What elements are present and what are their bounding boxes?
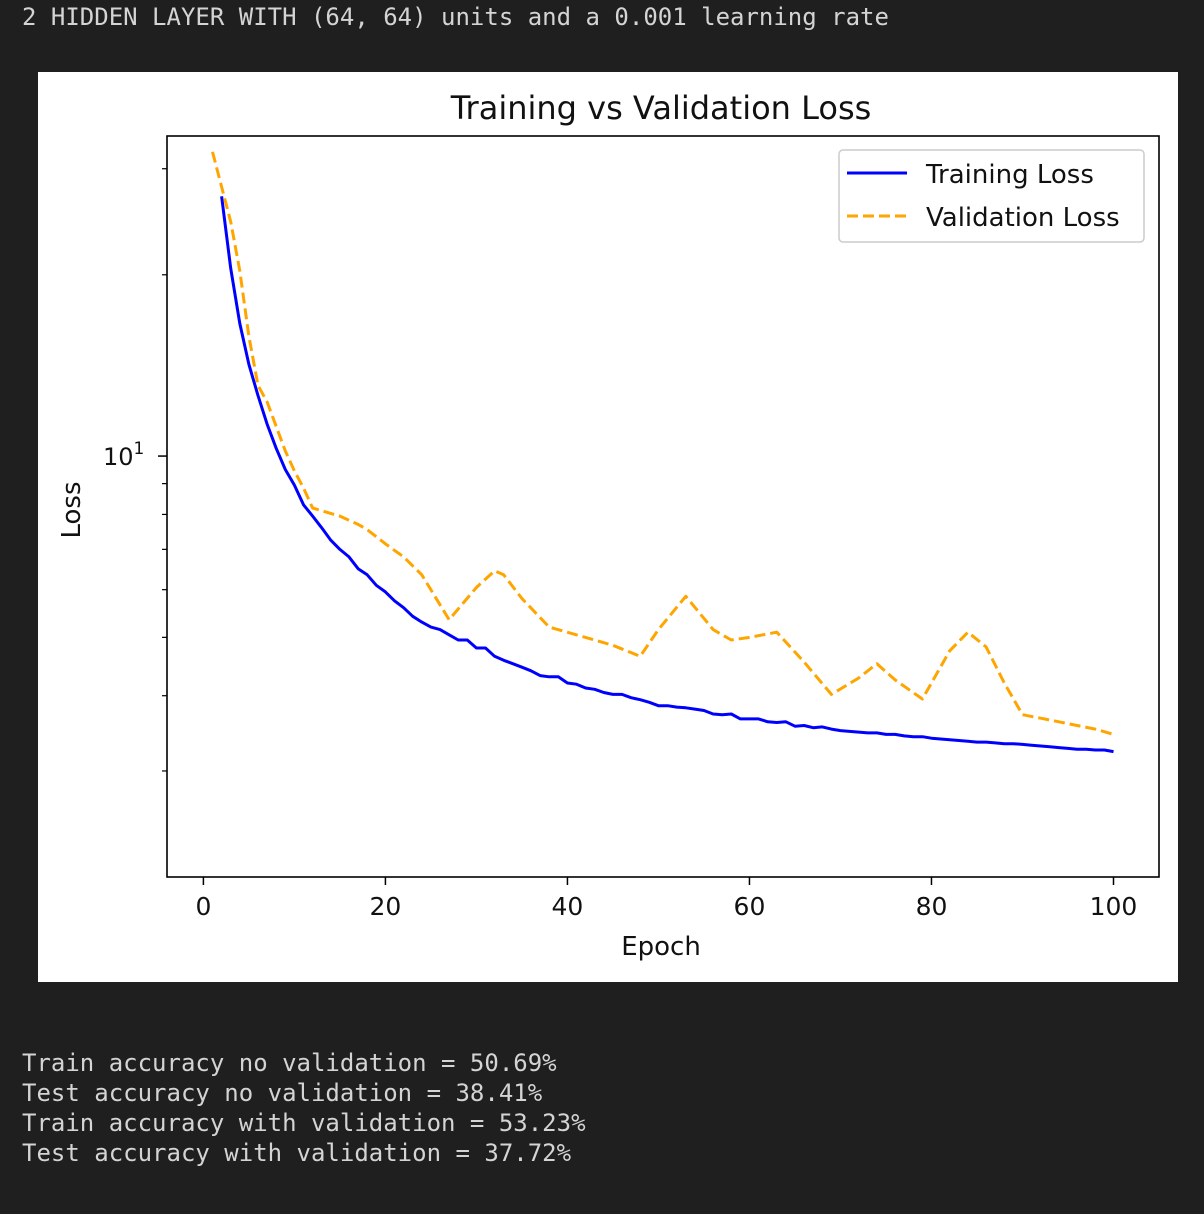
series-line-training-loss — [220, 196, 1114, 754]
series-line-validation-loss — [211, 151, 1114, 736]
legend: Training Loss Validation Loss — [838, 149, 1145, 243]
legend-box — [838, 149, 1145, 243]
legend-label-training-loss: Training Loss — [925, 160, 1094, 190]
legend-label-validation-loss: Validation Loss — [926, 203, 1120, 233]
x-tick-label: 40 — [552, 892, 584, 921]
x-tick-label: 80 — [916, 892, 948, 921]
accuracy-results: Train accuracy no validation = 50.69% Te… — [22, 1048, 586, 1168]
x-tick-label: 20 — [370, 892, 402, 921]
result-line-test-no-validation: Test accuracy no validation = 38.41% — [22, 1079, 543, 1107]
x-axis-ticks: 0 20 40 60 80 100 — [195, 877, 1137, 921]
x-tick-label: 0 — [195, 892, 211, 921]
plot-area-frame — [166, 135, 1160, 878]
loss-chart: Training vs Validation Loss 101 0 20 40 60 8… — [57, 89, 1160, 962]
result-line-test-with-validation: Test accuracy with validation = 37.72% — [22, 1139, 572, 1167]
output-header-line: 2 HIDDEN LAYER WITH (64, 64) units and a… — [22, 3, 889, 31]
x-tick-label: 100 — [1090, 892, 1138, 921]
y-axis-ticks: 101 — [103, 168, 167, 772]
x-axis-label: Epoch — [621, 932, 701, 962]
y-tick-label: 101 — [103, 439, 144, 471]
plot-figure: Training vs Validation Loss 101 0 20 40 60 8… — [38, 72, 1178, 982]
x-tick-label: 60 — [734, 892, 766, 921]
series-layer — [211, 151, 1114, 754]
result-line-train-no-validation: Train accuracy no validation = 50.69% — [22, 1049, 557, 1077]
chart-title: Training vs Validation Loss — [450, 89, 872, 127]
result-line-train-with-validation: Train accuracy with validation = 53.23% — [22, 1109, 586, 1137]
y-axis-label: Loss — [57, 481, 87, 538]
